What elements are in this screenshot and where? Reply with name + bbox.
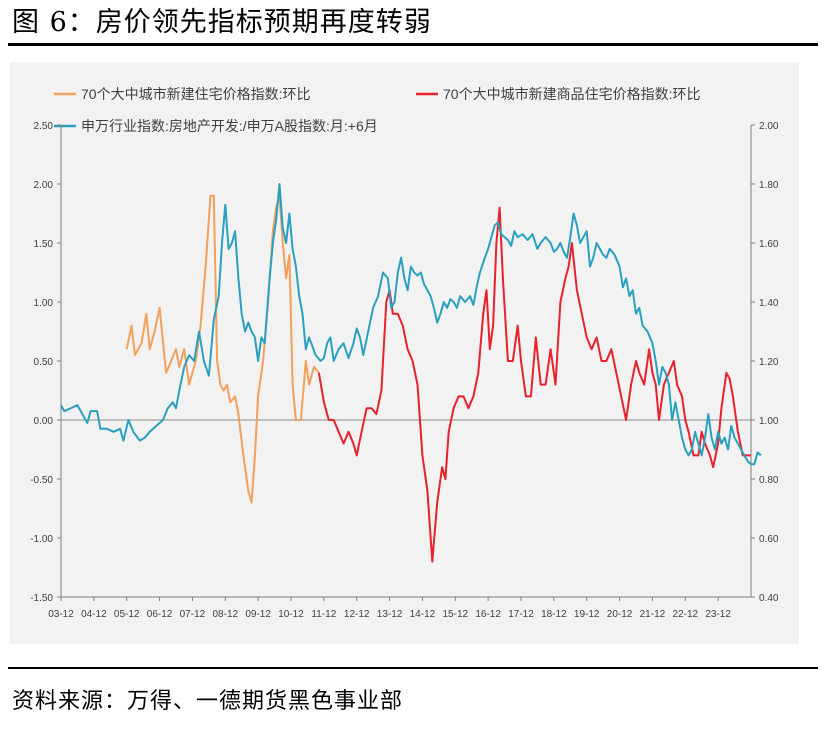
x-tick-label: 21-12 <box>640 609 666 620</box>
x-tick-label: 20-12 <box>607 609 633 620</box>
series-line-orange <box>125 194 320 504</box>
legend-label-orange: 70个大中城市新建住宅价格指数:环比 <box>81 86 310 102</box>
source-note: 资料来源：万得、一德期货黑色事业部 <box>12 689 404 714</box>
y-left-tick-label: -1.00 <box>30 534 53 545</box>
legend-label-red: 70个大中城市新建商品住宅价格指数:环比 <box>443 86 700 102</box>
y-left-tick-label: 2.50 <box>34 121 54 132</box>
y-right-tick-label: 0.60 <box>759 534 779 545</box>
chart-panel: 70个大中城市新建住宅价格指数:环比 70个大中城市新建商品住宅价格指数:环比 … <box>10 62 799 644</box>
y-left-tick-label: 1.50 <box>34 239 54 250</box>
x-tick-label: 06-12 <box>147 609 173 620</box>
title-rule <box>8 43 818 46</box>
y-left-tick-label: -0.50 <box>30 475 53 486</box>
x-tick-label: 07-12 <box>180 609 206 620</box>
x-tick-label: 11-12 <box>311 609 336 620</box>
y-left-tick-label: 0.00 <box>34 416 54 427</box>
series-layer <box>60 183 762 563</box>
x-tick-label: 03-12 <box>48 609 74 620</box>
y-left-tick-label: 2.00 <box>34 180 54 191</box>
y-left-tick-label: 1.00 <box>34 298 54 309</box>
x-tick-label: 15-12 <box>442 609 468 620</box>
legend-label-blue: 申万行业指数:房地产开发:/申万A股指数:月:+6月 <box>81 118 378 134</box>
x-tick-label: 17-12 <box>508 609 534 620</box>
x-tick-label: 16-12 <box>475 609 501 620</box>
x-tick-label: 05-12 <box>114 609 140 620</box>
x-tick-label: 13-12 <box>377 609 403 620</box>
line-chart: 70个大中城市新建住宅价格指数:环比 70个大中城市新建商品住宅价格指数:环比 … <box>30 86 779 620</box>
x-tick-label: 19-12 <box>574 609 600 620</box>
y-right-tick-label: 1.80 <box>759 180 779 191</box>
x-tick-label: 09-12 <box>245 609 271 620</box>
y-right-tick-label: 0.80 <box>759 475 779 486</box>
series-line-red <box>317 206 751 563</box>
x-tick-label: 14-12 <box>410 609 436 620</box>
x-tick-label: 08-12 <box>212 609 238 620</box>
x-tick-label: 23-12 <box>705 609 731 620</box>
y-right-tick-label: 1.00 <box>759 416 779 427</box>
y-right-tick-label: 1.20 <box>759 357 779 368</box>
legend: 70个大中城市新建住宅价格指数:环比 70个大中城市新建商品住宅价格指数:环比 … <box>54 86 700 134</box>
figure-title: 图 6：房价领先指标预期再度转弱 <box>12 7 432 38</box>
axes: 2.50 2.00 1.50 1.00 0.50 0.00 -0.50 -1.00 -1.50 2… <box>30 121 779 620</box>
x-tick-label: 04-12 <box>81 609 107 620</box>
x-tick-label: 22-12 <box>672 609 698 620</box>
x-tick-label: 18-12 <box>541 609 567 620</box>
y-right-tick-label: 1.40 <box>759 298 779 309</box>
y-left-tick-label: 0.50 <box>34 357 54 368</box>
series-line-blue <box>60 183 762 466</box>
source-rule <box>8 667 818 669</box>
y-right-tick-label: 2.00 <box>759 121 779 132</box>
y-left-tick-label: -1.50 <box>30 593 53 604</box>
y-right-tick-label: 1.60 <box>759 239 779 250</box>
y-right-tick-label: 0.40 <box>759 593 779 604</box>
x-tick-label: 10-12 <box>278 609 304 620</box>
x-tick-label: 12-12 <box>344 609 370 620</box>
